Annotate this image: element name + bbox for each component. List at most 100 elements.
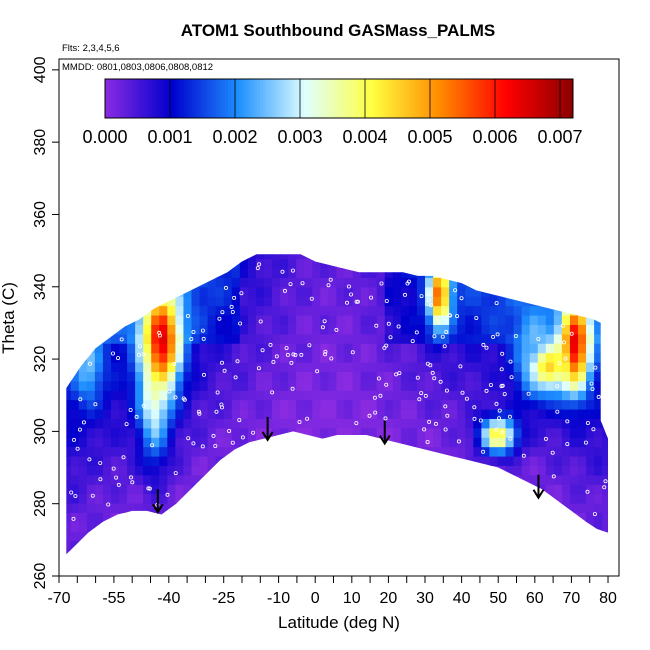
heatmap-cell — [102, 333, 112, 344]
heatmap-cell — [191, 343, 201, 354]
heatmap-cell — [481, 484, 491, 495]
heatmap-cell — [272, 446, 281, 457]
heatmap-cell — [255, 352, 265, 363]
heatmap-cell — [610, 541, 619, 551]
heatmap-cell — [143, 352, 152, 363]
heatmap-cell — [159, 267, 168, 278]
heatmap-cell — [602, 455, 609, 466]
heatmap-cell — [312, 352, 321, 363]
heatmap-cell — [247, 418, 257, 429]
heatmap-cell — [328, 418, 338, 429]
heatmap-cell — [151, 254, 160, 260]
heatmap-cell — [110, 465, 120, 476]
heatmap-cell — [263, 549, 273, 555]
data-point — [197, 411, 202, 416]
heatmap-cell — [127, 446, 136, 457]
heatmap-cell — [183, 296, 193, 307]
heatmap-cell — [86, 474, 96, 485]
heatmap-cell — [280, 324, 289, 335]
heatmap-cell — [449, 512, 458, 523]
heatmap-cell — [481, 240, 490, 250]
data-point — [432, 334, 437, 339]
heatmap-cell — [352, 484, 362, 495]
heatmap-cell — [78, 361, 88, 372]
heatmap-cell — [159, 418, 168, 429]
heatmap-cell — [537, 314, 547, 325]
heatmap-cell — [417, 240, 426, 250]
heatmap-cell — [521, 465, 531, 476]
heatmap-cell — [562, 559, 571, 569]
heatmap-cell — [344, 521, 354, 532]
heatmap-cell — [239, 446, 249, 457]
heatmap-cell — [66, 343, 72, 354]
heatmap-cell — [384, 296, 394, 307]
heatmap-cell — [199, 352, 209, 363]
heatmap-cell — [66, 380, 72, 391]
heatmap-cell — [384, 427, 394, 438]
heatmap-cell — [416, 493, 426, 504]
x-tick-label: -70 — [47, 590, 70, 607]
heatmap-cell — [143, 493, 152, 504]
heatmap-cell — [449, 333, 458, 344]
data-point — [114, 475, 119, 480]
heatmap-cell — [481, 408, 491, 419]
heatmap-cell — [416, 286, 426, 297]
heatmap-cell — [183, 418, 193, 429]
colorbar-swatch — [242, 79, 246, 118]
heatmap-cell — [497, 324, 507, 335]
heatmap-cell — [505, 258, 515, 269]
heatmap-cell — [320, 333, 329, 344]
heatmap-cell — [513, 437, 523, 448]
heatmap-cell — [248, 240, 257, 250]
heatmap-cell — [537, 455, 547, 466]
data-point — [384, 382, 389, 387]
heatmap-cell — [304, 286, 313, 297]
heatmap-cell — [545, 418, 555, 429]
heatmap-cell — [497, 549, 507, 555]
heatmap-cell — [505, 380, 515, 391]
data-point — [374, 323, 379, 328]
heatmap-cell — [167, 390, 176, 401]
data-point — [384, 343, 389, 348]
heatmap-cell — [513, 399, 523, 410]
heatmap-cell — [167, 286, 176, 297]
heatmap-cell — [537, 474, 547, 485]
heatmap-cell — [272, 474, 281, 485]
heatmap-cell — [159, 240, 168, 250]
heatmap-cell — [610, 334, 619, 344]
heatmap-cell — [569, 361, 579, 372]
heatmap-cell — [231, 437, 241, 448]
heatmap-cell — [384, 324, 394, 335]
heatmap-cell — [94, 343, 104, 354]
heatmap-cell — [119, 474, 128, 485]
data-point — [472, 416, 477, 421]
data-point — [459, 296, 464, 301]
heatmap-cell — [497, 254, 507, 260]
heatmap-cell — [328, 427, 338, 438]
heatmap-cell — [521, 333, 531, 344]
heatmap-cell — [86, 333, 96, 344]
heatmap-cell — [207, 455, 217, 466]
heatmap-cell — [360, 512, 370, 523]
heatmap-cell — [578, 254, 587, 260]
colorbar-swatch — [382, 79, 387, 118]
heatmap-cell — [175, 502, 185, 513]
data-point — [230, 309, 235, 314]
heatmap-cell — [312, 474, 321, 485]
heatmap-cell — [529, 390, 539, 401]
heatmap-cell — [336, 427, 346, 438]
heatmap-cell — [416, 333, 426, 344]
heatmap-cell — [102, 474, 112, 485]
data-point — [396, 324, 401, 329]
data-point — [344, 300, 349, 305]
heatmap-cell — [553, 512, 563, 523]
heatmap-cell — [489, 484, 499, 495]
colorbar-swatch — [268, 79, 273, 118]
heatmap-cell — [400, 418, 410, 429]
colorbar-swatch — [134, 79, 138, 118]
data-point — [256, 366, 261, 371]
heatmap-cell — [102, 484, 112, 495]
colorbar-swatch — [163, 79, 167, 118]
heatmap-cell — [376, 521, 386, 532]
heatmap-cell — [610, 409, 619, 419]
